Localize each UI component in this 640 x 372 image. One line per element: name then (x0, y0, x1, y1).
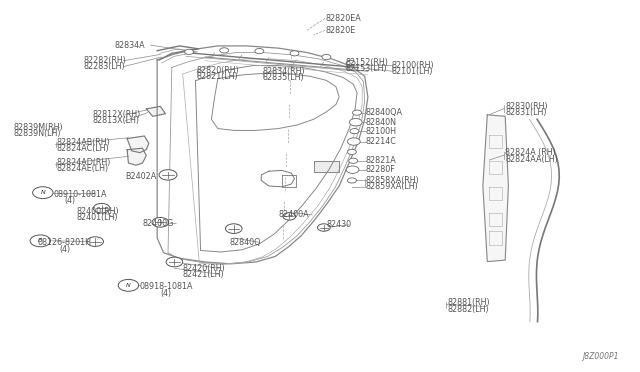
Text: 82821(LH): 82821(LH) (196, 72, 238, 81)
Text: 82100H: 82100H (366, 126, 397, 136)
Text: 82831(LH): 82831(LH) (505, 108, 547, 117)
Text: 82282(RH): 82282(RH) (84, 56, 127, 65)
Circle shape (33, 187, 53, 199)
Text: 08910-1081A: 08910-1081A (53, 190, 107, 199)
Text: N: N (126, 283, 131, 288)
Text: 82214C: 82214C (366, 137, 397, 146)
Circle shape (350, 129, 359, 134)
Text: 82820E: 82820E (325, 26, 355, 35)
Circle shape (348, 167, 357, 172)
Text: 82420(RH): 82420(RH) (182, 264, 225, 273)
Circle shape (349, 119, 362, 126)
Text: 82812X(RH): 82812X(RH) (92, 110, 140, 119)
Text: 82280F: 82280F (366, 165, 396, 174)
Text: 82839M(RH): 82839M(RH) (13, 123, 63, 132)
Text: 82824AA(LH): 82824AA(LH) (505, 155, 558, 164)
Text: 82881(RH): 82881(RH) (448, 298, 490, 307)
Circle shape (317, 224, 330, 231)
Circle shape (348, 149, 356, 154)
Text: 82824AC(LH): 82824AC(LH) (57, 144, 109, 153)
Text: 82858XA(RH): 82858XA(RH) (366, 176, 420, 185)
Text: 82824AE(LH): 82824AE(LH) (57, 164, 109, 173)
Text: 82401(LH): 82401(LH) (76, 213, 118, 222)
Text: 82840N: 82840N (366, 118, 397, 127)
Text: 82821A: 82821A (366, 156, 397, 165)
Circle shape (346, 166, 359, 173)
Text: 82840Q: 82840Q (229, 238, 261, 247)
Text: J8Z000P1: J8Z000P1 (582, 352, 619, 361)
Text: 82283(LH): 82283(LH) (84, 62, 125, 71)
Text: 82152(RH): 82152(RH) (346, 58, 388, 67)
Circle shape (351, 120, 360, 125)
Circle shape (225, 224, 242, 234)
Polygon shape (127, 136, 149, 153)
Polygon shape (127, 148, 147, 165)
Circle shape (353, 110, 362, 115)
Text: 82839N(LH): 82839N(LH) (13, 129, 61, 138)
Circle shape (346, 60, 355, 65)
Circle shape (349, 139, 358, 144)
Text: 82421(LH): 82421(LH) (182, 270, 225, 279)
Text: 82820(RH): 82820(RH) (196, 66, 239, 75)
Circle shape (166, 257, 182, 267)
Circle shape (220, 48, 228, 53)
Circle shape (322, 54, 331, 60)
Text: 82824A (RH): 82824A (RH) (505, 148, 556, 157)
Text: 82820EA: 82820EA (325, 14, 361, 23)
Circle shape (348, 178, 356, 183)
Text: (4): (4) (161, 289, 172, 298)
Circle shape (87, 237, 104, 246)
Circle shape (184, 49, 193, 54)
Text: 82834(RH): 82834(RH) (262, 67, 305, 76)
Text: 82430: 82430 (326, 221, 351, 230)
Text: (4): (4) (60, 244, 70, 253)
Text: B2402A: B2402A (125, 172, 156, 181)
Polygon shape (314, 161, 339, 172)
Circle shape (93, 203, 110, 213)
Circle shape (290, 51, 299, 56)
Text: 82834A: 82834A (115, 41, 145, 50)
Text: 82153(LH): 82153(LH) (346, 64, 387, 73)
Circle shape (118, 279, 139, 291)
Circle shape (30, 235, 51, 247)
Text: 82824AB(RH): 82824AB(RH) (57, 138, 111, 147)
Circle shape (152, 218, 169, 227)
Circle shape (159, 170, 177, 180)
Text: 82835(LH): 82835(LH) (262, 73, 304, 82)
Circle shape (349, 158, 358, 163)
Text: 82100(RH): 82100(RH) (392, 61, 434, 70)
Text: 82400A: 82400A (278, 211, 309, 219)
Text: B: B (38, 238, 42, 243)
Text: 82400(RH): 82400(RH) (76, 207, 118, 216)
Polygon shape (147, 106, 166, 116)
Text: 82882(LH): 82882(LH) (448, 305, 490, 314)
Text: 08126-8201H: 08126-8201H (38, 238, 92, 247)
Text: 82824AD(RH): 82824AD(RH) (57, 158, 111, 167)
Text: (4): (4) (65, 196, 76, 205)
Text: 82859XA(LH): 82859XA(LH) (366, 182, 419, 191)
Text: 82840QA: 82840QA (366, 108, 403, 117)
Text: 82400G: 82400G (143, 219, 174, 228)
Text: 82101(LH): 82101(LH) (392, 67, 433, 76)
Text: 82830(RH): 82830(RH) (505, 102, 548, 111)
Text: N: N (40, 190, 45, 195)
Text: 82813X(LH): 82813X(LH) (92, 116, 139, 125)
Polygon shape (483, 115, 508, 262)
Text: 08918-1081A: 08918-1081A (140, 282, 193, 291)
Circle shape (348, 138, 360, 145)
Circle shape (283, 213, 296, 220)
Circle shape (255, 48, 264, 54)
